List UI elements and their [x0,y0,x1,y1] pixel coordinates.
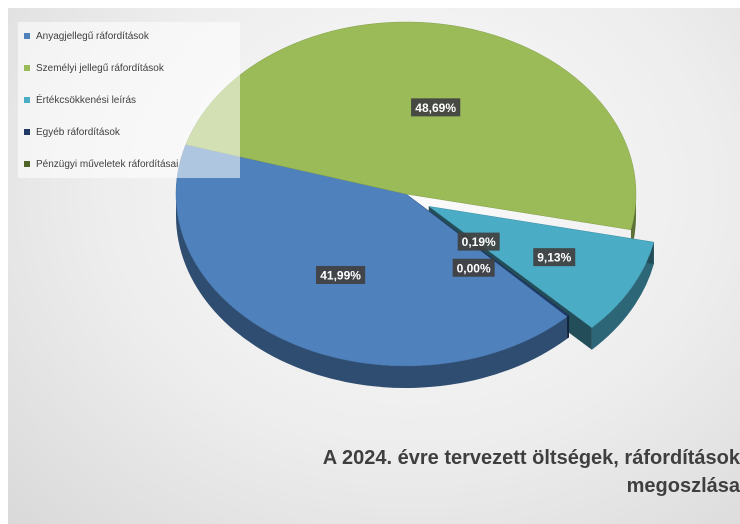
pie-slice-side [567,315,570,339]
legend-label: Egyéb ráfordítások [36,126,120,138]
legend-item-szemelyi: Személyi jellegű ráfordítások [24,60,164,76]
chart-title-line-2: megoszlása [626,475,740,497]
data-label: 48,69% [411,98,461,117]
pie-slice-side [591,242,654,350]
legend-item-penzugyi: Pénzügyi műveletek ráfordításai [24,156,178,172]
pie-slice-side [630,194,636,252]
chart-title: A 2024. évre tervezett öltségek, ráfordí… [260,444,740,500]
data-label-text: 41,99% [320,268,361,282]
legend-swatch [24,33,30,39]
legend-item-anyagjellegu: Anyagjellegű ráfordítások [24,28,149,44]
data-label-text: 48,69% [415,101,456,115]
data-label: 41,99% [315,265,366,284]
pie-slice [175,144,568,367]
chart-area: 9,13% 0,19% 0,00% 41,99% 48,69% Anyagjellegű… [8,8,740,524]
legend-swatch [24,97,30,103]
pie-tops [175,21,655,367]
legend: Anyagjellegű ráfordítások Személyi jelle… [18,22,240,178]
legend-swatch [24,65,30,71]
data-label-text: 0,19% [462,235,496,249]
legend-label: Anyagjellegű ráfordítások [36,30,149,42]
legend-swatch [24,161,30,167]
legend-swatch [24,129,30,135]
data-label: 0,19% [457,232,500,251]
data-label: 9,13% [533,248,576,267]
legend-label: Személyi jellegű ráfordítások [36,62,164,74]
chart-title-line-1: A 2024. évre tervezett öltségek, ráfordí… [322,447,740,469]
pie-slice-side [176,194,568,388]
data-label-text: 0,00% [457,261,491,275]
data-label-text: 9,13% [537,251,571,265]
legend-label: Pénzügyi műveletek ráfordításai [36,158,179,170]
data-label: 0,00% [452,258,495,277]
legend-label: Értékcsökkenési leírás [36,94,137,106]
legend-item-ertekcsokkenesi: Értékcsökkenési leírás [24,92,136,108]
legend-item-egyeb: Egyéb ráfordítások [24,124,120,140]
pie-labels: 9,13% 0,19% 0,00% 41,99% 48,69% [315,98,576,284]
pie-chart: 9,13% 0,19% 0,00% 41,99% 48,69% [175,21,655,388]
